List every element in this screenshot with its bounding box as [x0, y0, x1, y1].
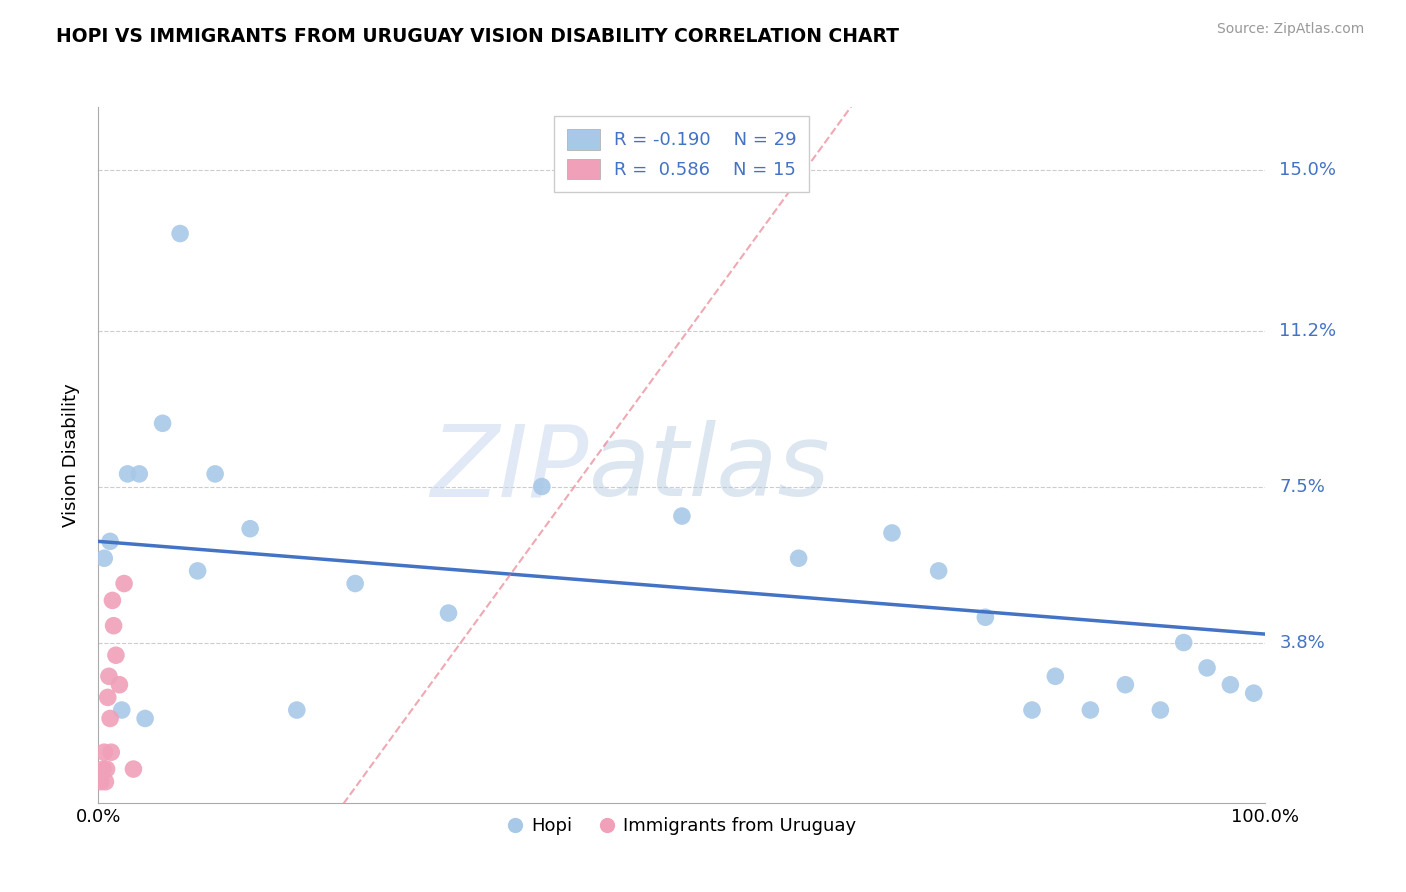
- Point: [1045, 669, 1067, 683]
- Point: [169, 227, 191, 241]
- Point: [112, 576, 135, 591]
- Point: [97, 690, 120, 705]
- Point: [1149, 703, 1171, 717]
- Legend: Hopi, Immigrants from Uruguay: Hopi, Immigrants from Uruguay: [501, 810, 863, 842]
- Point: [93, 551, 115, 566]
- Point: [928, 564, 950, 578]
- Point: [1173, 635, 1195, 649]
- Point: [111, 703, 134, 717]
- Point: [103, 618, 125, 632]
- Text: 3.8%: 3.8%: [1279, 633, 1324, 651]
- Point: [152, 417, 174, 431]
- Point: [96, 762, 118, 776]
- Point: [108, 678, 131, 692]
- Point: [94, 774, 117, 789]
- Text: Source: ZipAtlas.com: Source: ZipAtlas.com: [1216, 22, 1364, 37]
- Point: [100, 745, 122, 759]
- Point: [1021, 703, 1043, 717]
- Text: 15.0%: 15.0%: [1279, 161, 1336, 179]
- Point: [787, 551, 810, 566]
- Point: [98, 711, 121, 725]
- Text: atlas: atlas: [589, 420, 830, 517]
- Point: [1080, 703, 1102, 717]
- Point: [880, 525, 903, 540]
- Point: [671, 509, 693, 524]
- Y-axis label: Vision Disability: Vision Disability: [62, 383, 80, 527]
- Text: 11.2%: 11.2%: [1279, 321, 1337, 340]
- Point: [97, 669, 120, 683]
- Point: [1219, 678, 1241, 692]
- Point: [974, 610, 997, 624]
- Point: [122, 762, 145, 776]
- Point: [90, 774, 112, 789]
- Point: [104, 648, 127, 663]
- Point: [344, 576, 367, 591]
- Point: [93, 745, 115, 759]
- Point: [134, 711, 156, 725]
- Text: ZIP: ZIP: [430, 420, 589, 517]
- Point: [117, 467, 139, 481]
- Point: [1197, 661, 1219, 675]
- Point: [1114, 678, 1136, 692]
- Point: [187, 564, 209, 578]
- Point: [437, 606, 460, 620]
- Point: [91, 762, 114, 776]
- Point: [98, 534, 121, 549]
- Point: [285, 703, 308, 717]
- Point: [530, 479, 553, 493]
- Point: [101, 593, 124, 607]
- Point: [1243, 686, 1265, 700]
- Text: 7.5%: 7.5%: [1279, 477, 1326, 496]
- Point: [128, 467, 150, 481]
- Text: HOPI VS IMMIGRANTS FROM URUGUAY VISION DISABILITY CORRELATION CHART: HOPI VS IMMIGRANTS FROM URUGUAY VISION D…: [56, 27, 900, 45]
- Point: [239, 522, 262, 536]
- Point: [204, 467, 226, 481]
